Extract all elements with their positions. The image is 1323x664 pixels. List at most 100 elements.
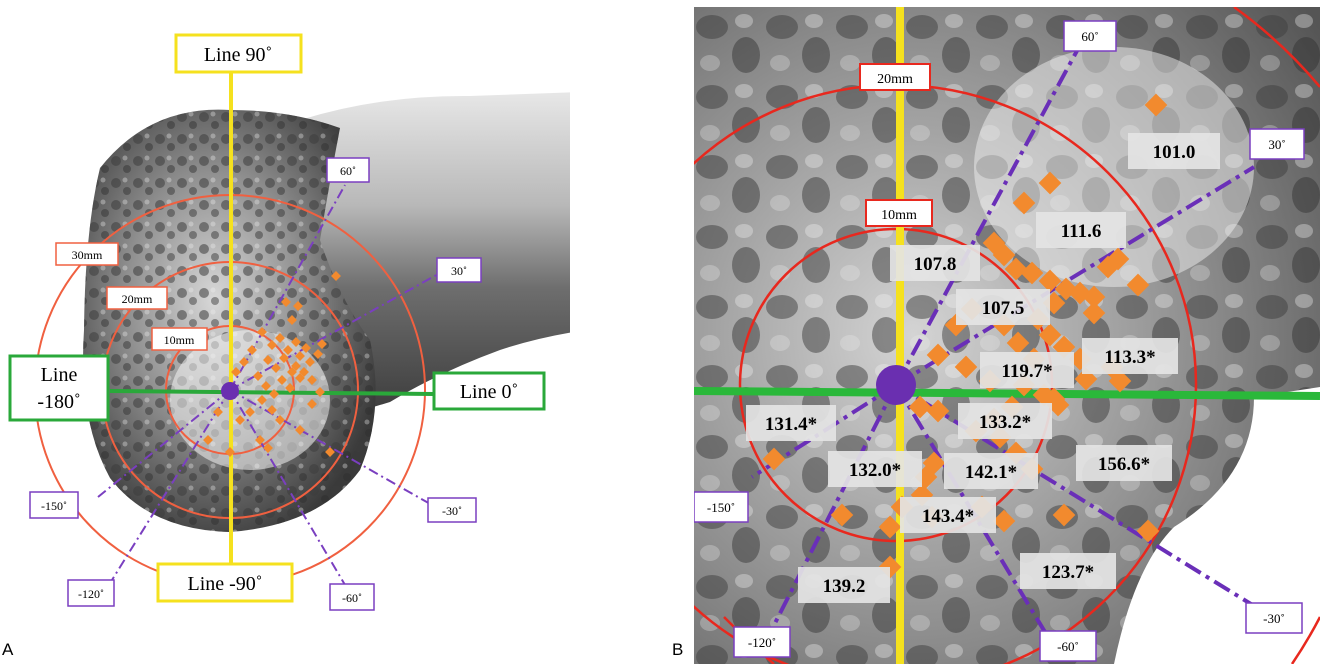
data-point [263,355,273,365]
panel-a-letter: A [2,640,14,659]
angle-line-30 [229,272,441,391]
angle-label-30: 30˚ [1268,137,1285,152]
data-point [231,367,241,377]
line-neg180-label-1: Line [41,364,78,386]
data-point [295,373,305,383]
value-label: 133.2* [979,412,1031,433]
data-point [299,367,309,377]
angle-label-60: 60˚ [340,164,356,178]
ring-label-10mm: 10mm [164,333,195,347]
data-point [1038,269,1062,293]
ring-label-30mm: 30mm [72,248,103,262]
data-point [239,357,249,367]
value-label-box [890,245,980,281]
value-label: 132.0* [849,460,901,481]
data-point [267,405,277,415]
angle-line-30 [894,165,1256,387]
data-point [245,407,255,417]
data-point [257,327,267,337]
data-point [203,435,213,445]
angle-label-neg120: -120˚ [748,635,776,650]
data-point [954,355,978,379]
value-label-box [798,567,890,603]
angle-line-neg120 [111,389,231,581]
value-label-box [956,289,1050,325]
angle-label-neg150: -150˚ [41,499,67,513]
value-label: 107.8 [914,254,957,275]
angle-label-neg60: -60˚ [1057,639,1079,654]
data-point [267,340,277,350]
data-point [325,447,335,457]
data-point [1006,331,1030,355]
value-label: 107.5 [982,298,1025,319]
data-point [1082,285,1106,309]
data-point [257,395,267,405]
data-point [295,425,305,435]
data-point [1020,261,1044,285]
angle-label-neg60: -60˚ [342,591,362,605]
angle-lines [97,184,441,591]
panel-b-diagram: 20mm 10mm 60˚ 30˚ -30˚ -60˚ -120˚ -150˚ … [694,7,1320,664]
data-point [315,387,325,397]
line-0-label: Line 0˚ [460,381,518,403]
value-label: 143.4* [922,506,974,527]
data-point [307,375,317,385]
line-0-axis [694,387,1320,400]
line-neg180-label-2: -180˚ [37,391,80,413]
data-point [1126,273,1150,297]
value-label-box [1082,338,1178,374]
data-point [307,399,317,409]
data-point [269,389,279,399]
angle-label-neg30: -30˚ [1263,611,1285,626]
value-label: 131.4* [765,414,817,435]
data-point [285,383,295,393]
angle-line-60 [894,46,1081,386]
data-point [255,435,265,445]
data-point [225,447,235,457]
value-label-box [958,403,1052,439]
value-label-box [746,405,836,441]
data-point [253,371,263,381]
value-label: 139.2 [823,576,866,597]
value-label-box [1020,553,1116,589]
value-labels: 101.0 111.6 107.8 107.5 113.3* 119.7* 133.2* 13… [746,133,1220,603]
value-label: 123.7* [1042,562,1094,583]
data-point [279,353,289,363]
value-label-box [980,352,1074,388]
angle-label-30: 30˚ [451,264,467,278]
data-point [261,381,271,391]
white-background-corner [1114,387,1320,664]
angle-label-60: 60˚ [1081,29,1098,44]
value-label: 113.3* [1104,347,1155,368]
angle-line-60 [229,184,346,391]
angle-label-neg30: -30˚ [442,504,462,518]
value-label: 156.6* [1098,454,1150,475]
data-point [313,349,323,359]
data-point [271,363,281,373]
data-point [277,375,287,385]
data-point [213,407,223,417]
data-point [287,315,297,325]
value-label: 119.7* [1001,361,1052,382]
angle-label-neg120: -120˚ [78,587,104,601]
data-point [1038,323,1062,347]
line-neg90-label: Line -90˚ [188,573,263,595]
data-point [992,509,1016,533]
data-point [301,343,311,353]
value-label-box [1036,212,1126,248]
data-point [1052,503,1076,527]
data-point [275,333,285,343]
value-label: 111.6 [1061,221,1102,242]
data-point [331,271,341,281]
value-label-box [1076,445,1172,481]
line-90-label: Line 90˚ [204,44,272,66]
data-point [247,345,257,355]
data-point [275,415,285,425]
value-label: 101.0 [1153,142,1196,163]
data-point [1136,519,1160,543]
value-label-box [944,453,1038,489]
ring-label-20mm: 20mm [122,292,153,306]
value-label: 142.1* [965,462,1017,483]
ring-30mm-arc [1233,7,1320,88]
angle-label-neg150: -150˚ [707,500,735,515]
